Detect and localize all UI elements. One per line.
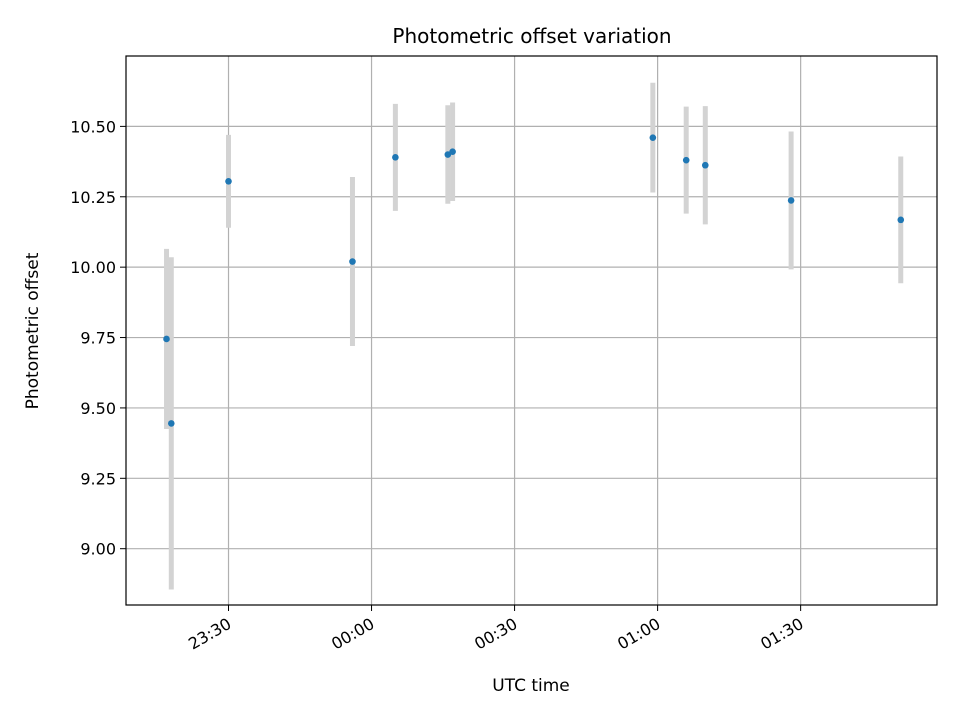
y-tick-label: 10.50 bbox=[70, 117, 116, 136]
y-tick-label: 10.25 bbox=[70, 188, 116, 207]
y-tick-label: 9.75 bbox=[80, 329, 116, 348]
data-point bbox=[349, 258, 356, 265]
data-point bbox=[392, 154, 399, 161]
data-point bbox=[701, 161, 709, 169]
data-point bbox=[225, 177, 232, 185]
x-axis-title: UTC time bbox=[492, 676, 570, 696]
grid bbox=[126, 56, 937, 605]
data-point bbox=[787, 197, 795, 204]
data-point bbox=[897, 216, 905, 224]
data-point bbox=[649, 134, 657, 141]
data-point bbox=[682, 156, 690, 164]
y-tick-label: 9.25 bbox=[80, 469, 116, 488]
data-point bbox=[167, 420, 175, 427]
y-axis-ticks: 9.00 9.25 9.50 9.75 10.00 10.25 10.50 bbox=[70, 117, 126, 559]
plot-frame bbox=[125, 55, 938, 606]
data-point bbox=[444, 151, 452, 158]
data-point bbox=[163, 335, 170, 343]
y-tick-label: 9.50 bbox=[80, 399, 116, 418]
y-tick-label: 10.00 bbox=[70, 258, 116, 277]
data-point bbox=[449, 148, 456, 156]
chart-title: Photometric offset variation bbox=[392, 24, 671, 48]
data-points bbox=[163, 134, 905, 427]
y-axis-title: Photometric offset bbox=[23, 252, 43, 409]
y-tick-label: 9.00 bbox=[80, 540, 116, 559]
